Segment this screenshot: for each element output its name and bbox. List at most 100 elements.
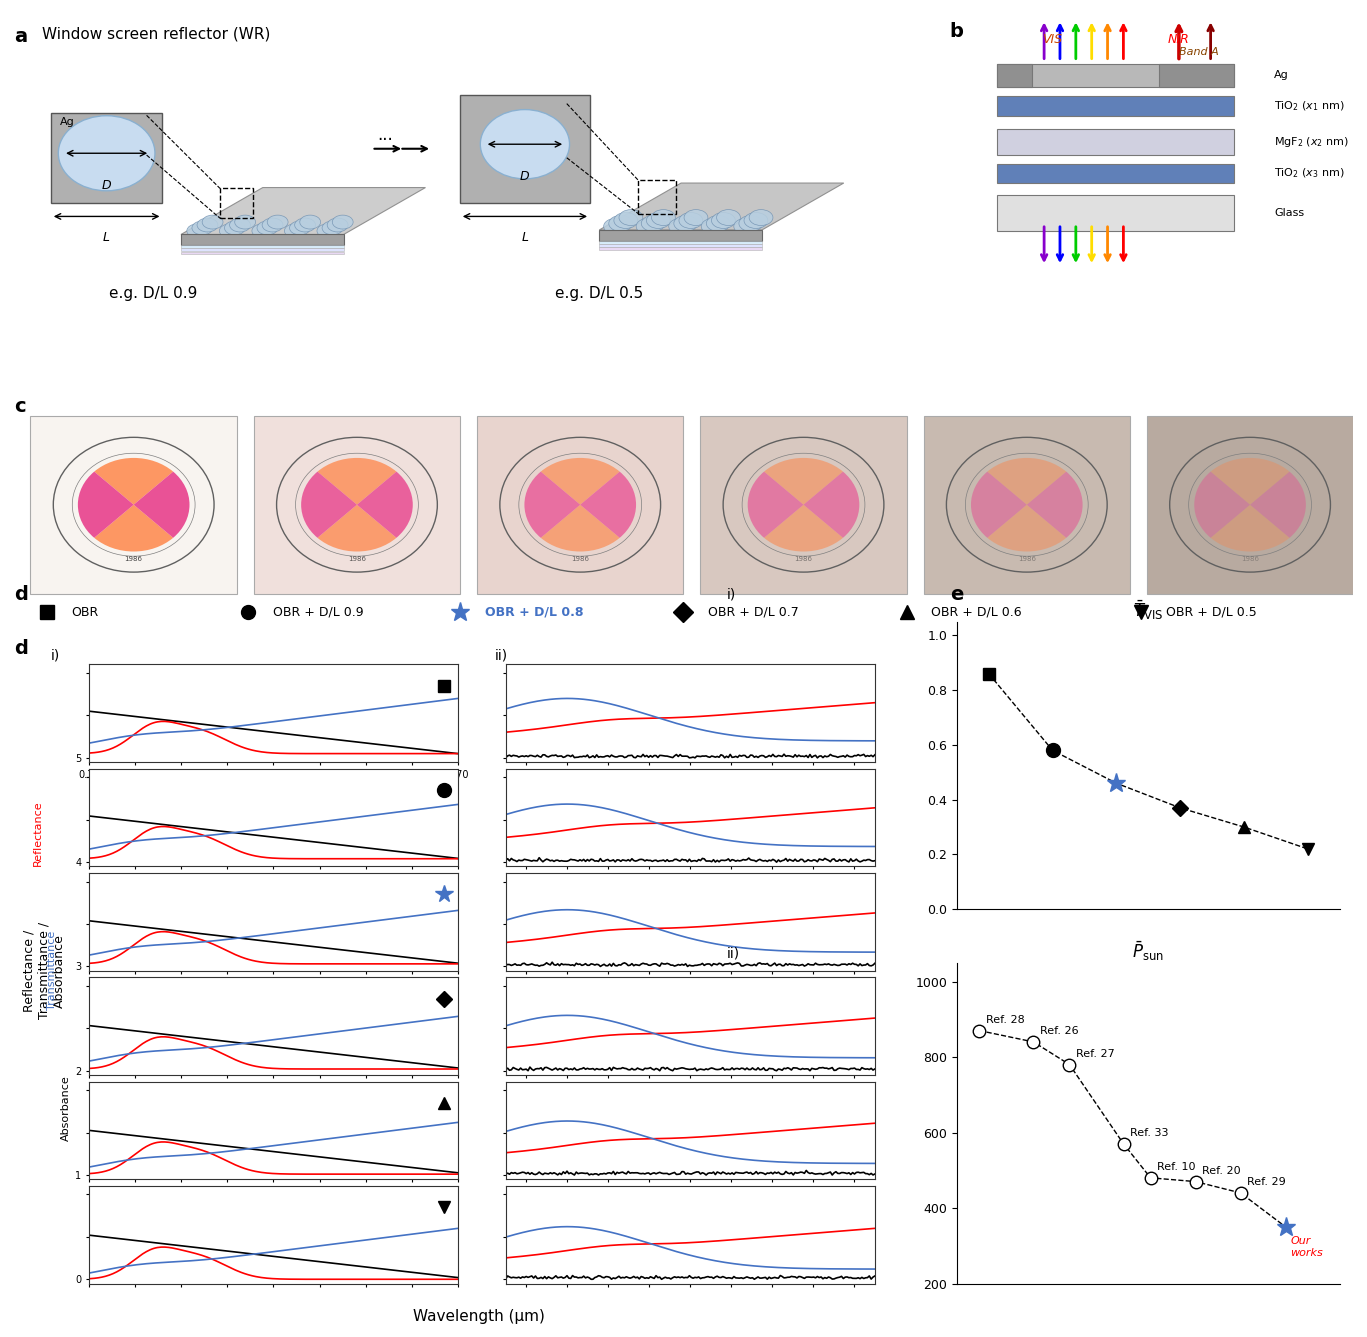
Wedge shape (764, 504, 843, 551)
Text: Ref. 20: Ref. 20 (1203, 1166, 1241, 1177)
Text: d: d (14, 586, 27, 604)
Ellipse shape (327, 218, 349, 231)
Text: Transmittance: Transmittance (46, 931, 57, 1011)
Ellipse shape (295, 218, 316, 231)
Text: c: c (14, 397, 26, 416)
Ellipse shape (734, 218, 757, 234)
Text: e.g. D/L 0.9: e.g. D/L 0.9 (109, 286, 197, 301)
Text: VIS: VIS (1042, 33, 1062, 47)
FancyBboxPatch shape (254, 416, 461, 594)
Wedge shape (301, 472, 357, 537)
Ellipse shape (202, 215, 223, 229)
Wedge shape (541, 504, 619, 551)
Text: MgF$_2$ ($x_2$ nm): MgF$_2$ ($x_2$ nm) (1274, 135, 1349, 150)
Ellipse shape (740, 215, 763, 231)
Text: OBR: OBR (71, 606, 98, 619)
Ellipse shape (235, 215, 256, 229)
Text: e.g. D/L 0.5: e.g. D/L 0.5 (555, 286, 644, 301)
Text: 1986: 1986 (1241, 556, 1259, 562)
Polygon shape (599, 247, 761, 250)
Ellipse shape (290, 221, 310, 235)
Text: OBR + D/L 0.8: OBR + D/L 0.8 (485, 606, 584, 619)
Ellipse shape (668, 218, 693, 234)
Text: TiO$_2$ ($x_1$ nm): TiO$_2$ ($x_1$ nm) (1274, 99, 1345, 112)
FancyBboxPatch shape (997, 130, 1234, 155)
Title: $\bar{P}_{\mathrm{sun}}$: $\bar{P}_{\mathrm{sun}}$ (1132, 939, 1165, 963)
Polygon shape (180, 234, 343, 245)
Ellipse shape (299, 215, 321, 229)
Text: TiO$_2$ ($x_3$ nm): TiO$_2$ ($x_3$ nm) (1274, 167, 1345, 180)
FancyBboxPatch shape (700, 416, 906, 594)
Wedge shape (1027, 472, 1083, 537)
Text: 1986: 1986 (571, 556, 589, 562)
Text: Reflectance: Reflectance (33, 800, 44, 866)
Text: Wavelength (μm): Wavelength (μm) (413, 1309, 544, 1324)
Ellipse shape (257, 221, 278, 235)
Text: Reflectance /
Transmittance /
Absorbance: Reflectance / Transmittance / Absorbance (23, 923, 66, 1019)
Polygon shape (599, 243, 761, 246)
Text: ii): ii) (727, 947, 741, 960)
Text: Ref. 26: Ref. 26 (1040, 1027, 1079, 1036)
Ellipse shape (191, 221, 213, 235)
Title: $\bar{T}_{\mathrm{VIS}}$: $\bar{T}_{\mathrm{VIS}}$ (1133, 598, 1163, 622)
Wedge shape (525, 472, 580, 537)
Ellipse shape (679, 213, 703, 229)
Ellipse shape (614, 213, 637, 229)
Text: 1986: 1986 (124, 556, 142, 562)
Ellipse shape (332, 215, 353, 229)
Text: Ref. 33: Ref. 33 (1131, 1128, 1169, 1138)
Text: a: a (14, 27, 27, 45)
Wedge shape (1195, 472, 1249, 537)
Polygon shape (180, 251, 343, 254)
Wedge shape (317, 504, 396, 551)
Ellipse shape (224, 221, 245, 235)
Ellipse shape (744, 213, 768, 229)
FancyBboxPatch shape (997, 96, 1234, 116)
Text: ii): ii) (495, 648, 509, 662)
Text: NIR: NIR (1167, 33, 1189, 47)
Ellipse shape (323, 221, 343, 235)
Ellipse shape (219, 223, 241, 238)
Ellipse shape (707, 215, 730, 231)
Wedge shape (78, 472, 134, 537)
Ellipse shape (187, 223, 208, 238)
Text: 1986: 1986 (1018, 556, 1036, 562)
Wedge shape (1211, 457, 1289, 504)
Wedge shape (134, 472, 190, 537)
Text: d: d (14, 639, 27, 658)
Ellipse shape (684, 210, 708, 226)
Ellipse shape (674, 215, 697, 231)
FancyBboxPatch shape (477, 416, 684, 594)
Ellipse shape (652, 210, 675, 226)
Text: Ref. 29: Ref. 29 (1247, 1178, 1286, 1187)
FancyBboxPatch shape (997, 195, 1234, 231)
Text: Ag: Ag (1274, 71, 1289, 80)
Ellipse shape (647, 213, 670, 229)
Wedge shape (317, 457, 396, 504)
Wedge shape (1249, 472, 1305, 537)
Text: b: b (949, 23, 962, 41)
Ellipse shape (268, 215, 288, 229)
Ellipse shape (749, 210, 772, 226)
Wedge shape (94, 457, 174, 504)
FancyBboxPatch shape (924, 416, 1131, 594)
FancyBboxPatch shape (997, 164, 1234, 183)
Text: i): i) (727, 587, 737, 602)
Ellipse shape (619, 210, 642, 226)
Polygon shape (459, 95, 591, 203)
FancyBboxPatch shape (30, 416, 236, 594)
FancyBboxPatch shape (997, 64, 1234, 87)
Text: Ag: Ag (60, 118, 75, 127)
Polygon shape (599, 241, 761, 243)
Text: 1986: 1986 (794, 556, 812, 562)
FancyBboxPatch shape (997, 64, 1032, 87)
Text: i): i) (51, 648, 60, 662)
FancyBboxPatch shape (1147, 416, 1353, 594)
Ellipse shape (317, 223, 338, 238)
Ellipse shape (262, 218, 283, 231)
Wedge shape (987, 504, 1066, 551)
Wedge shape (987, 457, 1066, 504)
Text: Glass: Glass (1274, 209, 1304, 218)
Wedge shape (748, 472, 804, 537)
Text: OBR + D/L 0.5: OBR + D/L 0.5 (1166, 606, 1256, 619)
